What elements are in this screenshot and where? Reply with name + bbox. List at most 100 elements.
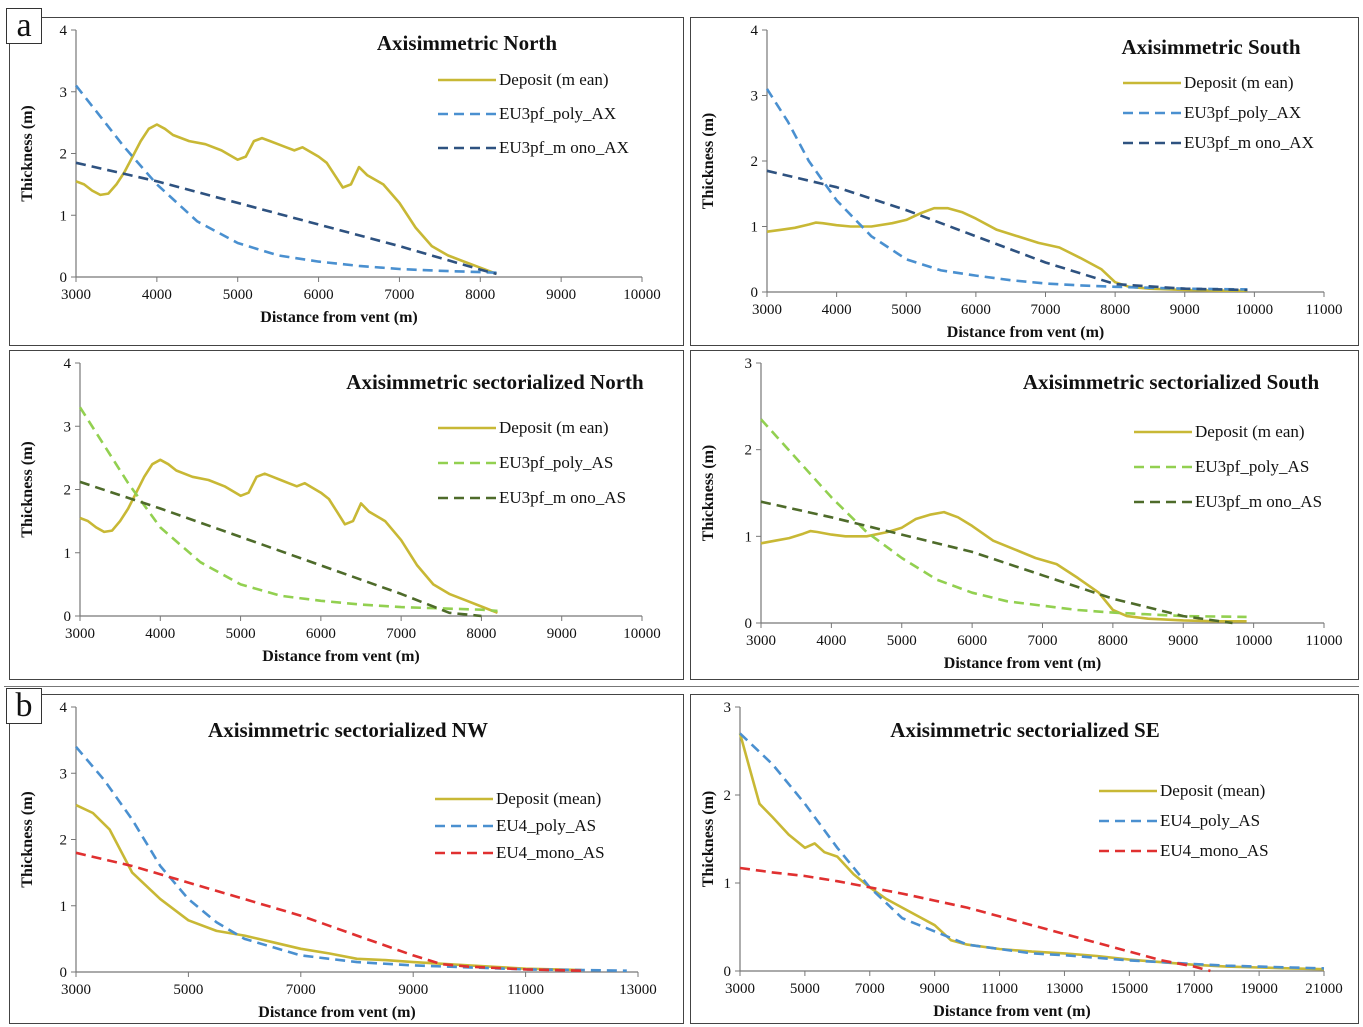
y-axis-label: Thickness (m) <box>700 791 717 887</box>
chart-svg: 3000 4000 5000 6000 7000 8000 9000 10000 11000 0 1… <box>700 23 1343 341</box>
x-tick-label: 11000 <box>1306 633 1343 649</box>
series-line-eu3pf-poly-as <box>760 418 1247 619</box>
y-tick-label: 4 <box>60 23 68 39</box>
legend-label-deposit-m-ean: Deposit (m ean) <box>1184 73 1294 92</box>
chart-title: Axisimmetric South <box>1121 35 1300 59</box>
y-tick-label: 0 <box>64 609 72 625</box>
y-tick-label: 2 <box>60 147 68 163</box>
x-tick-label: 10000 <box>1236 302 1274 318</box>
x-axis-label: Distance from vent (m) <box>947 324 1104 341</box>
series-line-eu4-mono-as <box>75 851 582 972</box>
series-line-deposit-m-ean <box>760 510 1247 623</box>
legend-label-eu4-mono-as: EU4_mono_AS <box>496 843 605 862</box>
x-tick-label: 8000 <box>1098 633 1128 649</box>
x-tick-label: 7000 <box>855 981 885 997</box>
x-tick-label: 5000 <box>891 302 921 318</box>
y-tick-label: 1 <box>724 876 732 892</box>
y-tick-label: 1 <box>751 220 759 236</box>
x-axis-label: Distance from vent (m) <box>258 1004 415 1021</box>
x-tick-label: 6000 <box>306 626 336 642</box>
legend-label-eu3pf-m-ono-as: EU3pf_m ono_AS <box>1195 492 1322 511</box>
x-tick-label: 19000 <box>1240 981 1278 997</box>
chart-title: Axisimmetric sectorialized SE <box>890 718 1159 742</box>
series-line-eu3pf-poly-as <box>78 406 498 613</box>
x-tick-label: 3000 <box>725 981 755 997</box>
x-tick-label: 4000 <box>822 302 852 318</box>
x-tick-label: 11000 <box>507 982 544 998</box>
y-axis-label: Thickness (m) <box>700 445 717 541</box>
legend-label-deposit-m-ean: Deposit (m ean) <box>1195 422 1305 441</box>
x-tick-label: 8000 <box>465 287 495 303</box>
x-tick-label: 6000 <box>304 287 334 303</box>
x-tick-label: 5000 <box>226 626 256 642</box>
legend-label-eu4-poly-as: EU4_poly_AS <box>496 816 596 835</box>
y-tick-label: 3 <box>751 89 759 105</box>
y-axis-label: Thickness (m) <box>19 105 36 201</box>
x-tick-label: 7000 <box>286 982 316 998</box>
legend-label-eu3pf-poly-ax: EU3pf_poly_AX <box>1184 103 1301 122</box>
chart-panel-sectorialized-north: 3000 4000 5000 6000 7000 8000 9000 10000 0 1 2 3 4 Di… <box>9 350 684 680</box>
chart-title: Axisimmetric North <box>377 31 558 55</box>
x-tick-label: 5000 <box>223 287 253 303</box>
series-line-deposit-m-ean <box>766 206 1248 293</box>
chart-panel-sectorialized-nw: 3000 5000 7000 9000 11000 13000 0 1 2 3 4 Distance … <box>9 694 684 1024</box>
x-tick-label: 4000 <box>142 287 172 303</box>
chart-svg: 3000 4000 5000 6000 7000 8000 9000 10000 0 1 2 3 4 Di… <box>19 23 661 326</box>
y-tick-label: 1 <box>745 529 753 545</box>
series-line-eu3pf-poly-ax <box>765 88 1248 291</box>
x-tick-label: 5000 <box>887 633 917 649</box>
x-tick-label: 9000 <box>1170 302 1200 318</box>
series-line-deposit-m-ean <box>75 123 497 276</box>
chart-title: Axisimmetric sectorialized NW <box>208 718 488 742</box>
legend-label-deposit-m-ean: Deposit (m ean) <box>499 70 609 89</box>
x-axis-label: Distance from vent (m) <box>933 1003 1090 1020</box>
x-tick-label: 5000 <box>790 981 820 997</box>
x-tick-label: 21000 <box>1305 981 1343 997</box>
y-tick-label: 2 <box>751 154 759 170</box>
x-tick-label: 3000 <box>752 302 782 318</box>
y-tick-label: 0 <box>751 285 759 301</box>
x-tick-label: 8000 <box>1100 302 1130 318</box>
chart-panel-sectorialized-south: 3000 4000 5000 6000 7000 8000 9000 10000 11000 0 1… <box>690 350 1359 680</box>
chart-svg: 3000 5000 7000 9000 11000 13000 15000 17000 1900… <box>700 700 1343 1020</box>
x-tick-label: 11000 <box>981 981 1018 997</box>
chart-panel-axisymmetric-north: 3000 4000 5000 6000 7000 8000 9000 10000 0 1 2 3 4 Di… <box>9 17 684 346</box>
x-tick-label: 4000 <box>816 633 846 649</box>
y-tick-label: 1 <box>64 546 72 562</box>
y-tick-label: 2 <box>64 483 72 499</box>
y-tick-label: 4 <box>64 356 72 372</box>
panel-label-b: b <box>6 688 42 724</box>
legend-label-eu3pf-m-ono-ax: EU3pf_m ono_AX <box>1184 133 1314 152</box>
x-tick-label: 3000 <box>61 982 91 998</box>
series-line-eu3pf-m-ono-as <box>760 500 1233 625</box>
y-tick-label: 1 <box>60 208 68 224</box>
x-tick-label: 13000 <box>619 982 657 998</box>
x-tick-label: 7000 <box>386 626 416 642</box>
y-tick-label: 3 <box>60 766 68 782</box>
chart-title: Axisimmetric sectorialized South <box>1023 370 1320 394</box>
x-tick-label: 8000 <box>466 626 496 642</box>
series-line-deposit-mean <box>75 803 582 972</box>
x-axis-label: Distance from vent (m) <box>260 309 417 326</box>
legend-label-eu4-mono-as: EU4_mono_AS <box>1160 841 1269 860</box>
chart-title: Axisimmetric sectorialized North <box>346 370 644 394</box>
x-tick-label: 3000 <box>746 633 776 649</box>
x-tick-label: 7000 <box>1028 633 1058 649</box>
x-tick-label: 7000 <box>384 287 414 303</box>
x-tick-label: 13000 <box>1046 981 1084 997</box>
x-tick-label: 9000 <box>1168 633 1198 649</box>
series-line-eu3pf-m-ono-ax <box>766 169 1248 292</box>
y-tick-label: 3 <box>724 700 732 716</box>
y-axis-label: Thickness (m) <box>19 441 36 537</box>
x-tick-label: 10000 <box>623 287 661 303</box>
chart-panel-sectorialized-se: 3000 5000 7000 9000 11000 13000 15000 17000 1900… <box>690 694 1359 1024</box>
x-tick-label: 11000 <box>1306 302 1343 318</box>
y-axis-label: Thickness (m) <box>19 791 36 887</box>
x-tick-label: 6000 <box>961 302 991 318</box>
panel-label-a: a <box>6 8 42 44</box>
y-tick-label: 0 <box>745 616 753 632</box>
x-tick-label: 9000 <box>547 626 577 642</box>
x-tick-label: 4000 <box>145 626 175 642</box>
x-tick-label: 7000 <box>1031 302 1061 318</box>
